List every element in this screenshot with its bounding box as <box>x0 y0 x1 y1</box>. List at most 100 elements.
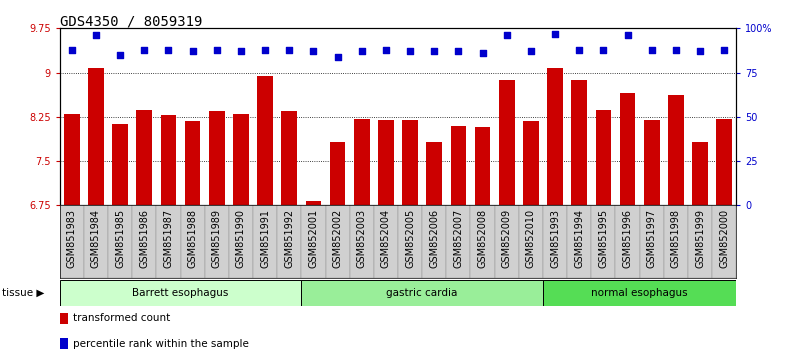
Bar <box>112 125 128 205</box>
Bar <box>60 338 68 349</box>
Text: GSM851985: GSM851985 <box>115 209 125 268</box>
Text: normal esophagus: normal esophagus <box>591 288 688 298</box>
Point <box>235 48 248 54</box>
Point <box>573 47 586 52</box>
Point <box>404 48 416 54</box>
Bar <box>644 120 660 205</box>
Bar <box>181 205 205 278</box>
Bar <box>349 205 374 278</box>
Bar <box>474 127 490 205</box>
Bar <box>330 142 345 205</box>
Text: GSM852006: GSM852006 <box>429 209 439 268</box>
Bar <box>543 205 567 278</box>
Point <box>283 47 295 52</box>
Bar <box>229 205 253 278</box>
Text: GSM851993: GSM851993 <box>550 209 560 268</box>
Text: GSM851984: GSM851984 <box>91 209 101 268</box>
Text: tissue ▶: tissue ▶ <box>2 288 44 298</box>
Bar <box>716 119 732 205</box>
Point <box>186 48 199 54</box>
Bar <box>712 205 736 278</box>
Point <box>621 33 634 38</box>
Bar <box>451 126 466 205</box>
Text: GSM852005: GSM852005 <box>405 209 415 268</box>
Bar <box>447 205 470 278</box>
Bar <box>523 121 539 205</box>
Bar <box>132 205 156 278</box>
Bar <box>257 75 273 205</box>
Text: GSM852004: GSM852004 <box>381 209 391 268</box>
Text: GSM851991: GSM851991 <box>260 209 270 268</box>
Text: GSM851990: GSM851990 <box>236 209 246 268</box>
Text: gastric cardia: gastric cardia <box>387 288 458 298</box>
Point <box>307 48 320 54</box>
Text: percentile rank within the sample: percentile rank within the sample <box>73 339 249 349</box>
Bar <box>402 120 418 205</box>
Text: GSM851988: GSM851988 <box>188 209 197 268</box>
Bar <box>519 205 543 278</box>
Bar <box>547 68 563 205</box>
Point <box>428 48 441 54</box>
Point <box>597 47 610 52</box>
Point <box>210 47 223 52</box>
Text: GSM852001: GSM852001 <box>308 209 318 268</box>
Text: GSM852009: GSM852009 <box>501 209 512 268</box>
Text: GSM852002: GSM852002 <box>333 209 342 268</box>
Point <box>718 47 731 52</box>
Text: GSM852008: GSM852008 <box>478 209 488 268</box>
Bar <box>398 205 422 278</box>
Bar <box>470 205 494 278</box>
Bar <box>640 205 664 278</box>
Bar <box>205 205 229 278</box>
Text: GSM852007: GSM852007 <box>454 209 463 268</box>
Point <box>114 52 127 58</box>
Bar <box>693 142 708 205</box>
Bar <box>302 280 543 306</box>
Point <box>259 47 271 52</box>
Bar <box>233 114 249 205</box>
Bar <box>591 205 615 278</box>
Bar <box>136 110 152 205</box>
Bar <box>567 205 591 278</box>
Point <box>525 48 537 54</box>
Text: Barrett esophagus: Barrett esophagus <box>132 288 228 298</box>
Bar <box>326 205 349 278</box>
Bar <box>306 201 322 205</box>
Bar <box>615 205 640 278</box>
Text: GSM851987: GSM851987 <box>163 209 174 268</box>
Text: GSM851983: GSM851983 <box>67 209 76 268</box>
Bar <box>84 205 108 278</box>
Bar <box>664 205 688 278</box>
Bar <box>427 142 442 205</box>
Bar <box>499 80 514 205</box>
Bar <box>185 121 201 205</box>
Bar <box>253 205 277 278</box>
Bar <box>572 80 587 205</box>
Point <box>90 33 103 38</box>
Point <box>331 54 344 59</box>
Text: GSM851989: GSM851989 <box>212 209 222 268</box>
Text: GSM852000: GSM852000 <box>720 209 729 268</box>
Text: GSM851995: GSM851995 <box>599 209 608 268</box>
Text: GSM852003: GSM852003 <box>357 209 367 268</box>
Bar <box>302 205 326 278</box>
Text: transformed count: transformed count <box>73 313 170 323</box>
Text: GSM851996: GSM851996 <box>622 209 633 268</box>
Bar <box>354 119 369 205</box>
Bar <box>60 313 68 324</box>
Point <box>138 47 150 52</box>
Bar <box>60 280 302 306</box>
Point <box>452 48 465 54</box>
Bar <box>374 205 398 278</box>
Point <box>380 47 392 52</box>
Bar <box>494 205 519 278</box>
Point <box>548 31 561 36</box>
Bar <box>282 111 297 205</box>
Text: GSM851997: GSM851997 <box>646 209 657 268</box>
Point <box>501 33 513 38</box>
Point <box>693 48 706 54</box>
Text: GDS4350 / 8059319: GDS4350 / 8059319 <box>60 14 202 28</box>
Text: GSM851998: GSM851998 <box>671 209 681 268</box>
Text: GSM852010: GSM852010 <box>526 209 536 268</box>
Bar <box>378 120 394 205</box>
